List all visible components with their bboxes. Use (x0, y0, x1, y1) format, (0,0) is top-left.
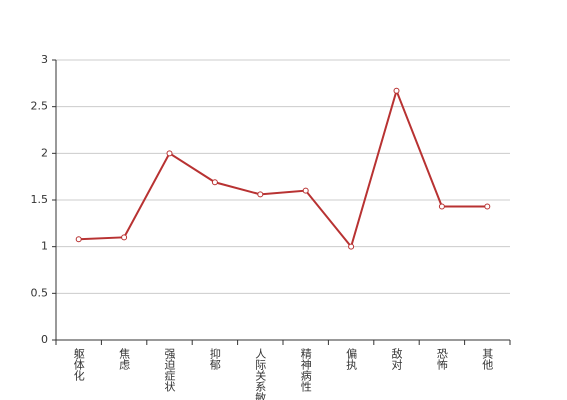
point (211, 179, 218, 186)
x-tick-label: 敌对 (390, 347, 403, 370)
y-tick-label: 3 (41, 53, 48, 66)
point (348, 243, 355, 250)
point (438, 203, 445, 210)
point (257, 191, 264, 198)
x-tick-label: 精神病性 (299, 348, 312, 393)
x-tick-label: 偏执 (345, 347, 358, 371)
x-tick-label: 人际关系敏感 (254, 348, 267, 400)
y-tick-label: 0 (41, 333, 48, 346)
x-tick-label: 其他 (481, 348, 494, 370)
point (393, 87, 400, 94)
y-tick-label: 1.5 (31, 193, 49, 206)
y-tick-label: 2.5 (31, 100, 49, 113)
point (484, 203, 491, 210)
y-tick-label: 2 (41, 146, 48, 159)
point (75, 236, 82, 243)
point (302, 187, 309, 194)
x-tick-label: 恐怖 (435, 348, 448, 370)
y-tick-label: 1 (41, 240, 48, 253)
x-tick-label: 强迫症状 (163, 348, 176, 392)
x-tick-label: 抑郁 (208, 347, 221, 370)
x-tick-label: 焦虑 (118, 348, 131, 370)
point (121, 234, 128, 241)
y-tick-label: 0.5 (31, 286, 49, 299)
x-tick-label: 躯体化 (72, 348, 85, 382)
point (166, 150, 173, 157)
line (78, 87, 488, 249)
